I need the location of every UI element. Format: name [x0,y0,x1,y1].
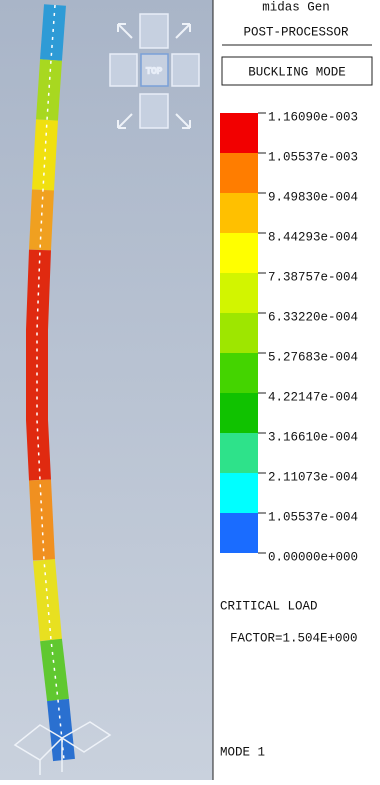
result-name: BUCKLING MODE [248,65,346,79]
column-segment [43,120,47,190]
legend-swatch [220,473,258,513]
legend-swatch [220,513,258,553]
cube-face[interactable] [140,94,168,128]
legend-label: 7.38757e-004 [268,270,358,284]
legend-label: 5.27683e-004 [268,350,358,364]
legend-label: 0.00000e+000 [268,550,358,564]
module-name: POST-PROCESSOR [243,25,349,39]
mode-label: MODE 1 [220,745,265,759]
legend-swatch [220,273,258,313]
cube-label: TOP [146,66,162,76]
legend-swatch [220,313,258,353]
legend-swatch [220,233,258,273]
legend-swatch [220,113,258,153]
legend-swatch [220,153,258,193]
legend-label: 1.05537e-004 [268,510,358,524]
legend-label: 1.16090e-003 [268,110,358,124]
column-segment [44,560,51,640]
page: TOP midas Gen POST-PROCESSOR BUCKLING MO… [0,0,380,780]
legend-label: 4.22147e-004 [268,390,358,404]
critical-load: CRITICAL LOAD [220,599,318,613]
column-segment [40,480,44,560]
legend-swatch [220,393,258,433]
legend-label: 6.33220e-004 [268,310,358,324]
legend-swatch [220,193,258,233]
legend-swatch [220,353,258,393]
load-factor: FACTOR=1.504E+000 [230,631,358,645]
legend-label: 8.44293e-004 [268,230,358,244]
legend-label: 9.49830e-004 [268,190,358,204]
viewer: TOP midas Gen POST-PROCESSOR BUCKLING MO… [0,0,380,780]
legend-label: 3.16610e-004 [268,430,358,444]
cube-face[interactable] [110,54,137,86]
legend-label: 1.05537e-003 [268,150,358,164]
legend-label: 2.11073e-004 [268,470,358,484]
app-name: midas Gen [262,0,330,14]
legend-swatch [220,433,258,473]
cube-face[interactable] [140,14,168,48]
cube-face[interactable] [172,54,199,86]
